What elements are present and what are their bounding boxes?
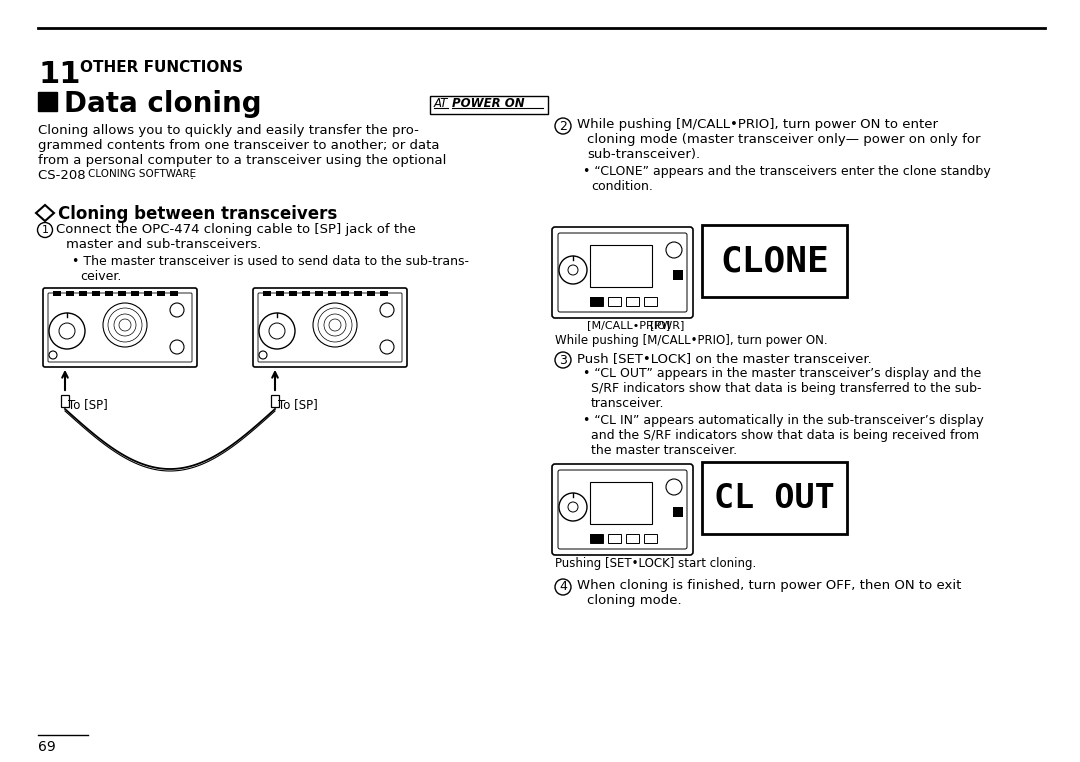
- FancyBboxPatch shape: [552, 227, 693, 318]
- Bar: [264, 291, 271, 296]
- Bar: [271, 395, 279, 407]
- Bar: [341, 291, 349, 296]
- Text: OTHER FUNCTIONS: OTHER FUNCTIONS: [80, 60, 243, 75]
- Bar: [105, 291, 113, 296]
- Text: sub-transceiver).: sub-transceiver).: [588, 148, 700, 161]
- Bar: [118, 291, 126, 296]
- Text: Cloning between transceivers: Cloning between transceivers: [58, 205, 337, 223]
- Bar: [590, 297, 603, 306]
- Bar: [673, 270, 683, 280]
- Bar: [354, 291, 362, 296]
- Text: Connect the OPC-474 cloning cable to [SP] jack of the: Connect the OPC-474 cloning cable to [SP…: [56, 223, 416, 236]
- Text: Push [SET•LOCK] on the master transceiver.: Push [SET•LOCK] on the master transceive…: [577, 352, 872, 365]
- Text: Pushing [SET•LOCK] start cloning.: Pushing [SET•LOCK] start cloning.: [555, 557, 756, 570]
- Bar: [608, 534, 621, 543]
- Text: While pushing [M/CALL•PRIO], turn power ON.: While pushing [M/CALL•PRIO], turn power …: [555, 334, 827, 347]
- Bar: [302, 291, 310, 296]
- Text: Cloning allows you to quickly and easily transfer the pro-: Cloning allows you to quickly and easily…: [38, 124, 419, 137]
- Bar: [590, 297, 603, 306]
- Bar: [79, 291, 87, 296]
- FancyBboxPatch shape: [253, 288, 407, 367]
- Text: • “CL OUT” appears in the master transceiver’s display and the: • “CL OUT” appears in the master transce…: [583, 367, 982, 380]
- Text: from a personal computer to a transceiver using the optional: from a personal computer to a transceive…: [38, 154, 446, 167]
- Bar: [590, 534, 603, 543]
- Bar: [157, 291, 165, 296]
- Text: 69: 69: [38, 740, 56, 754]
- Text: the master transceiver.: the master transceiver.: [591, 444, 738, 457]
- Bar: [92, 291, 100, 296]
- Bar: [430, 96, 548, 114]
- Bar: [315, 291, 323, 296]
- Bar: [626, 297, 639, 306]
- Text: AT: AT: [434, 97, 448, 110]
- Bar: [131, 291, 139, 296]
- Text: [PWR]: [PWR]: [650, 320, 685, 330]
- Bar: [702, 225, 847, 297]
- Text: master and sub-transceivers.: master and sub-transceivers.: [66, 238, 261, 251]
- Bar: [380, 291, 388, 296]
- Text: 3: 3: [559, 354, 567, 367]
- Bar: [289, 291, 297, 296]
- Bar: [590, 482, 652, 524]
- Bar: [673, 507, 683, 517]
- Text: cloning mode (master transceiver only— power on only for: cloning mode (master transceiver only— p…: [588, 133, 981, 146]
- Bar: [53, 291, 60, 296]
- Bar: [590, 245, 652, 287]
- Text: ceiver.: ceiver.: [80, 270, 121, 283]
- Text: condition.: condition.: [591, 180, 653, 193]
- Text: Data cloning: Data cloning: [64, 90, 261, 118]
- FancyBboxPatch shape: [552, 464, 693, 555]
- Text: CL OUT: CL OUT: [714, 482, 835, 514]
- Text: POWER ON: POWER ON: [453, 97, 525, 110]
- Text: 4: 4: [559, 581, 567, 594]
- Text: To [SP]: To [SP]: [68, 398, 108, 411]
- Bar: [367, 291, 375, 296]
- Bar: [702, 462, 847, 534]
- Text: and the S/RF indicators show that data is being received from: and the S/RF indicators show that data i…: [591, 429, 980, 442]
- Text: When cloning is finished, turn power OFF, then ON to exit: When cloning is finished, turn power OFF…: [577, 579, 961, 592]
- Text: • “CL IN” appears automatically in the sub-transceiver’s display: • “CL IN” appears automatically in the s…: [583, 414, 984, 427]
- Text: [M/CALL•PRIO]: [M/CALL•PRIO]: [588, 320, 670, 330]
- Text: 1: 1: [41, 225, 49, 235]
- Bar: [626, 534, 639, 543]
- Text: While pushing [M/CALL•PRIO], turn power ON to enter: While pushing [M/CALL•PRIO], turn power …: [577, 118, 939, 131]
- Bar: [170, 291, 178, 296]
- Text: CS-208: CS-208: [38, 169, 90, 182]
- Text: grammed contents from one transceiver to another; or data: grammed contents from one transceiver to…: [38, 139, 440, 152]
- Bar: [60, 395, 69, 407]
- Text: S/RF indicators show that data is being transferred to the sub-: S/RF indicators show that data is being …: [591, 382, 982, 395]
- Bar: [38, 92, 57, 111]
- Text: transceiver.: transceiver.: [591, 397, 664, 410]
- Bar: [608, 297, 621, 306]
- Text: To [SP]: To [SP]: [278, 398, 318, 411]
- Bar: [644, 534, 657, 543]
- Bar: [66, 291, 75, 296]
- FancyBboxPatch shape: [43, 288, 197, 367]
- Bar: [276, 291, 284, 296]
- Text: cloning mode.: cloning mode.: [588, 594, 681, 607]
- Text: • The master transceiver is used to send data to the sub-trans-: • The master transceiver is used to send…: [72, 255, 469, 268]
- Bar: [590, 534, 603, 543]
- Text: • “CLONE” appears and the transceivers enter the clone standby: • “CLONE” appears and the transceivers e…: [583, 165, 990, 178]
- Bar: [644, 297, 657, 306]
- Text: 11: 11: [38, 60, 81, 89]
- Bar: [144, 291, 152, 296]
- Text: CLONE: CLONE: [720, 244, 828, 278]
- Text: 2: 2: [559, 120, 567, 133]
- Text: CLONING SOFTWARE: CLONING SOFTWARE: [87, 169, 197, 179]
- Bar: [328, 291, 336, 296]
- Text: .: .: [190, 169, 194, 182]
